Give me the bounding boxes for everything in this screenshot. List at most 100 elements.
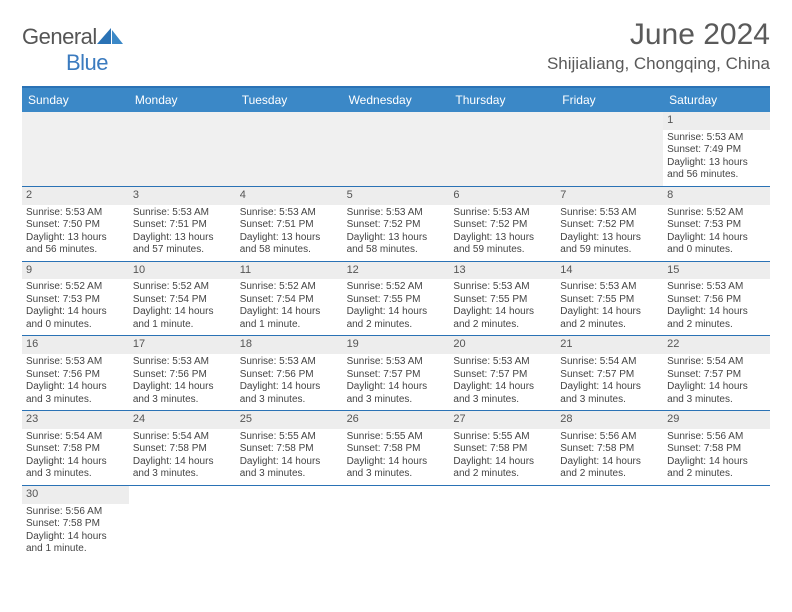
sunset-text: Sunset: 7:55 PM: [453, 294, 552, 307]
day-cell: 22Sunrise: 5:54 AMSunset: 7:57 PMDayligh…: [663, 336, 770, 410]
day-number: 30: [22, 486, 129, 504]
day-header: Friday: [556, 88, 663, 112]
sunrise-text: Sunrise: 5:53 AM: [133, 207, 232, 220]
sunrise-text: Sunrise: 5:53 AM: [133, 356, 232, 369]
sunset-text: Sunset: 7:57 PM: [347, 369, 446, 382]
daylight-text: Daylight: 14 hours and 2 minutes.: [453, 456, 552, 481]
day-cell: 2Sunrise: 5:53 AMSunset: 7:50 PMDaylight…: [22, 187, 129, 261]
day-number: 14: [556, 262, 663, 280]
location-text: Shijialiang, Chongqing, China: [547, 54, 770, 74]
sunrise-text: Sunrise: 5:53 AM: [347, 207, 446, 220]
day-cell: [129, 486, 236, 560]
day-cell: 12Sunrise: 5:52 AMSunset: 7:55 PMDayligh…: [343, 262, 450, 336]
sunset-text: Sunset: 7:57 PM: [453, 369, 552, 382]
daylight-text: Daylight: 13 hours and 58 minutes.: [240, 232, 339, 257]
daylight-text: Daylight: 14 hours and 3 minutes.: [26, 381, 125, 406]
sunset-text: Sunset: 7:51 PM: [240, 219, 339, 232]
brand-name-b: Blue: [66, 50, 108, 75]
day-number: 21: [556, 336, 663, 354]
sunrise-text: Sunrise: 5:56 AM: [26, 506, 125, 519]
sunset-text: Sunset: 7:57 PM: [560, 369, 659, 382]
day-number: 28: [556, 411, 663, 429]
sunrise-text: Sunrise: 5:54 AM: [667, 356, 766, 369]
day-number: 20: [449, 336, 556, 354]
day-number: 22: [663, 336, 770, 354]
sunrise-text: Sunrise: 5:52 AM: [26, 281, 125, 294]
title-box: June 2024 Shijialiang, Chongqing, China: [547, 18, 770, 74]
daylight-text: Daylight: 13 hours and 56 minutes.: [667, 157, 766, 182]
day-cell: 24Sunrise: 5:54 AMSunset: 7:58 PMDayligh…: [129, 411, 236, 485]
sunset-text: Sunset: 7:56 PM: [26, 369, 125, 382]
day-number: 18: [236, 336, 343, 354]
day-cell: [663, 486, 770, 560]
day-cell: [449, 486, 556, 560]
daylight-text: Daylight: 14 hours and 2 minutes.: [560, 306, 659, 331]
sunrise-text: Sunrise: 5:53 AM: [26, 356, 125, 369]
day-cell: 1Sunrise: 5:53 AMSunset: 7:49 PMDaylight…: [663, 112, 770, 186]
calendar: Sunday Monday Tuesday Wednesday Thursday…: [22, 86, 770, 560]
day-cell: 19Sunrise: 5:53 AMSunset: 7:57 PMDayligh…: [343, 336, 450, 410]
daylight-text: Daylight: 14 hours and 3 minutes.: [453, 381, 552, 406]
sunrise-text: Sunrise: 5:53 AM: [453, 356, 552, 369]
daylight-text: Daylight: 13 hours and 56 minutes.: [26, 232, 125, 257]
month-title: June 2024: [547, 18, 770, 52]
daylight-text: Daylight: 14 hours and 3 minutes.: [560, 381, 659, 406]
week-row: 2Sunrise: 5:53 AMSunset: 7:50 PMDaylight…: [22, 187, 770, 262]
day-cell: 21Sunrise: 5:54 AMSunset: 7:57 PMDayligh…: [556, 336, 663, 410]
day-cell: 29Sunrise: 5:56 AMSunset: 7:58 PMDayligh…: [663, 411, 770, 485]
daylight-text: Daylight: 14 hours and 3 minutes.: [26, 456, 125, 481]
sunset-text: Sunset: 7:54 PM: [240, 294, 339, 307]
sunset-text: Sunset: 7:58 PM: [26, 443, 125, 456]
day-number: 25: [236, 411, 343, 429]
sunset-text: Sunset: 7:56 PM: [240, 369, 339, 382]
sunrise-text: Sunrise: 5:53 AM: [560, 207, 659, 220]
daylight-text: Daylight: 14 hours and 0 minutes.: [26, 306, 125, 331]
sunrise-text: Sunrise: 5:53 AM: [453, 281, 552, 294]
daylight-text: Daylight: 14 hours and 3 minutes.: [133, 381, 232, 406]
sunrise-text: Sunrise: 5:55 AM: [240, 431, 339, 444]
day-number: 15: [663, 262, 770, 280]
sail-icon: [97, 26, 123, 44]
day-number: 2: [22, 187, 129, 205]
page-header: General Blue June 2024 Shijialiang, Chon…: [22, 18, 770, 76]
daylight-text: Daylight: 14 hours and 3 minutes.: [347, 381, 446, 406]
day-cell: 26Sunrise: 5:55 AMSunset: 7:58 PMDayligh…: [343, 411, 450, 485]
daylight-text: Daylight: 14 hours and 2 minutes.: [453, 306, 552, 331]
brand-logo: General Blue: [22, 18, 123, 76]
day-cell: 17Sunrise: 5:53 AMSunset: 7:56 PMDayligh…: [129, 336, 236, 410]
sunrise-text: Sunrise: 5:52 AM: [667, 207, 766, 220]
sunset-text: Sunset: 7:55 PM: [560, 294, 659, 307]
sunrise-text: Sunrise: 5:53 AM: [240, 356, 339, 369]
sunset-text: Sunset: 7:58 PM: [667, 443, 766, 456]
day-number: 13: [449, 262, 556, 280]
sunrise-text: Sunrise: 5:52 AM: [347, 281, 446, 294]
day-number: 1: [663, 112, 770, 130]
day-header: Tuesday: [236, 88, 343, 112]
sunset-text: Sunset: 7:49 PM: [667, 144, 766, 157]
sunrise-text: Sunrise: 5:53 AM: [667, 281, 766, 294]
day-cell: 20 Sunrise: 5:53 AMSunset: 7:57 PMDayligh…: [449, 336, 556, 410]
day-cell: 5Sunrise: 5:53 AMSunset: 7:52 PMDaylight…: [343, 187, 450, 261]
sunrise-text: Sunrise: 5:52 AM: [133, 281, 232, 294]
sunset-text: Sunset: 7:58 PM: [560, 443, 659, 456]
day-header: Monday: [129, 88, 236, 112]
day-cell: 28Sunrise: 5:56 AMSunset: 7:58 PMDayligh…: [556, 411, 663, 485]
day-cell: [556, 112, 663, 186]
sunrise-text: Sunrise: 5:54 AM: [133, 431, 232, 444]
day-cell: 8Sunrise: 5:52 AMSunset: 7:53 PMDaylight…: [663, 187, 770, 261]
brand-text: General Blue: [22, 24, 123, 76]
week-row: 23Sunrise: 5:54 AMSunset: 7:58 PMDayligh…: [22, 411, 770, 486]
sunrise-text: Sunrise: 5:55 AM: [347, 431, 446, 444]
sunset-text: Sunset: 7:57 PM: [667, 369, 766, 382]
day-number: 5: [343, 187, 450, 205]
day-cell: 6Sunrise: 5:53 AMSunset: 7:52 PMDaylight…: [449, 187, 556, 261]
day-cell: 30Sunrise: 5:56 AMSunset: 7:58 PMDayligh…: [22, 486, 129, 560]
day-cell: 14Sunrise: 5:53 AMSunset: 7:55 PMDayligh…: [556, 262, 663, 336]
day-number: 23: [22, 411, 129, 429]
sunrise-text: Sunrise: 5:54 AM: [26, 431, 125, 444]
day-cell: 9Sunrise: 5:52 AMSunset: 7:53 PMDaylight…: [22, 262, 129, 336]
day-number: 10: [129, 262, 236, 280]
daylight-text: Daylight: 14 hours and 2 minutes.: [560, 456, 659, 481]
brand-name-a: General: [22, 24, 97, 49]
sunrise-text: Sunrise: 5:53 AM: [26, 207, 125, 220]
